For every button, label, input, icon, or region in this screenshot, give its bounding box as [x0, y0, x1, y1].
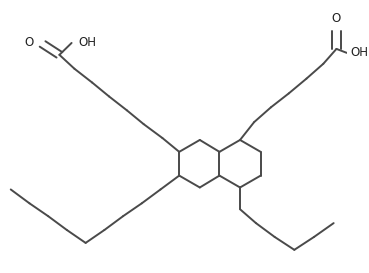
- Text: OH: OH: [79, 37, 96, 49]
- Text: O: O: [332, 12, 341, 25]
- Text: O: O: [25, 36, 34, 49]
- Text: OH: OH: [350, 46, 368, 59]
